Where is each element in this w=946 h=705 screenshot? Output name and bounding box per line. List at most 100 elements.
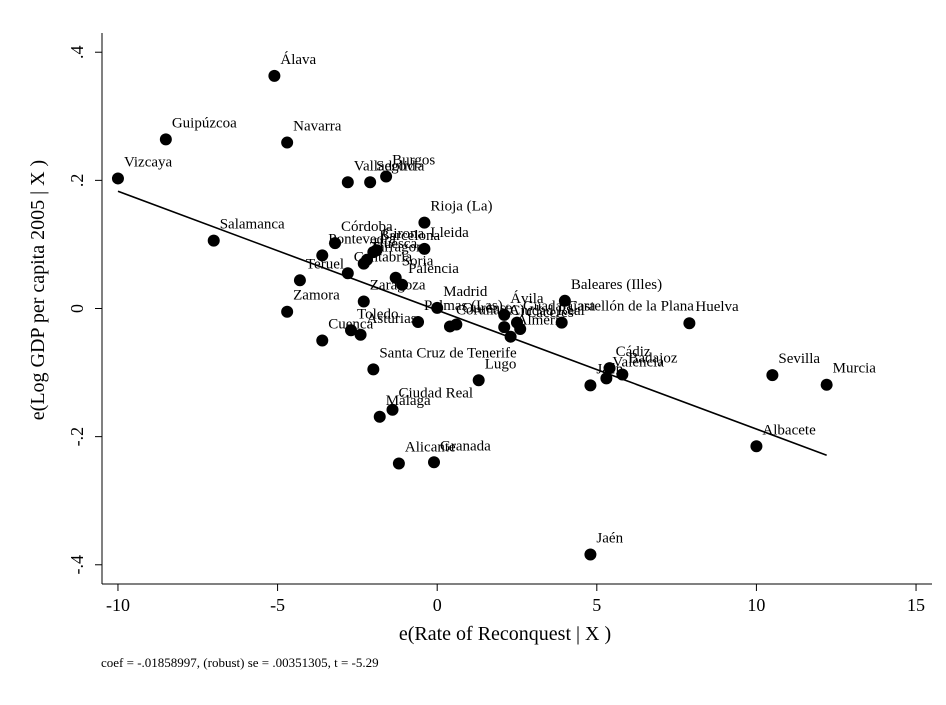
point-label: Murcia <box>833 361 877 377</box>
point-label: Teruel <box>306 256 344 272</box>
point-label: Barcelona <box>379 228 440 244</box>
point-label: Granada <box>440 438 491 454</box>
y-tick-label: .4 <box>67 45 87 59</box>
point-label: Pontevedra <box>328 231 396 247</box>
data-point <box>750 440 763 453</box>
point-label: Salamanca <box>220 217 285 233</box>
data-point <box>281 136 294 149</box>
point-label: Castellón de la Plana <box>568 299 695 315</box>
point-label: Valencia <box>612 354 664 370</box>
point-label: Segovia <box>376 158 425 174</box>
point-label: Palmas (Las) <box>424 298 503 314</box>
point-label: Valladolid <box>354 158 416 174</box>
data-point <box>316 334 329 347</box>
point-label: Madrid <box>443 284 488 300</box>
data-point <box>431 301 444 314</box>
data-point <box>367 363 380 376</box>
point-label: Burgos <box>392 153 435 169</box>
data-point <box>472 374 485 387</box>
fit-line <box>117 190 827 456</box>
data-point <box>555 316 568 329</box>
data-point <box>357 295 370 308</box>
data-point <box>418 216 431 229</box>
data-point <box>111 172 124 185</box>
point-label: Ourense <box>462 301 512 317</box>
point-label: Rioja (La) <box>430 199 492 215</box>
point-label: Málaga <box>386 393 431 409</box>
point-label: Santa Cruz de Tenerife <box>379 345 517 361</box>
data-point <box>766 369 779 382</box>
point-label: Sevilla <box>778 351 820 367</box>
data-point <box>316 249 329 262</box>
data-point <box>207 234 220 247</box>
point-label: Asturias <box>367 311 417 327</box>
y-axis-title: e(Log GDP per capita 2005 | X ) <box>27 160 49 420</box>
point-label: Badajoz <box>628 350 677 366</box>
y-tick-label: -.2 <box>67 427 87 447</box>
point-label: Jaén <box>596 361 623 377</box>
point-label: Guipúzcoa <box>172 115 237 131</box>
data-point <box>364 176 377 189</box>
point-label: Lleida <box>430 225 469 241</box>
data-point <box>281 305 294 318</box>
point-label: Tarragona <box>370 240 431 256</box>
point-label: Alicante <box>405 440 456 456</box>
data-point <box>443 320 456 333</box>
x-axis-title: e(Rate of Reconquest | X ) <box>399 623 611 645</box>
data-point <box>268 69 281 82</box>
data-point <box>354 328 367 341</box>
point-label: Zamora <box>293 288 340 304</box>
point-label: Cantabria <box>354 249 413 265</box>
x-tick-label: 10 <box>747 595 765 615</box>
data-point <box>159 133 172 146</box>
data-point <box>683 317 696 330</box>
point-label: Ciudad Real <box>399 386 474 402</box>
point-label: Ciudad Real <box>510 303 585 319</box>
data-point <box>373 410 386 423</box>
point-label: Baleares (Illes) <box>571 277 662 293</box>
data-point <box>418 242 431 255</box>
regression-note: coef = -.01858997, (robust) se = .003513… <box>101 655 379 670</box>
data-point <box>341 267 354 280</box>
data-point <box>498 308 511 321</box>
point-label: Cádiz <box>616 344 651 360</box>
x-tick-label: 5 <box>592 595 601 615</box>
data-point <box>380 170 393 183</box>
y-tick-label: -.4 <box>67 555 87 575</box>
point-label: Álava <box>280 51 316 68</box>
x-tick-label: -5 <box>270 595 285 615</box>
data-point <box>392 457 405 470</box>
data-point <box>584 379 597 392</box>
point-label: Jaén <box>596 531 623 547</box>
point-label: Cuenca <box>328 317 373 333</box>
x-tick-label: 0 <box>433 595 442 615</box>
fit-line-layer <box>117 190 827 456</box>
data-point <box>360 253 373 266</box>
y-tick-label: 0 <box>67 304 87 313</box>
data-point <box>428 456 440 469</box>
data-point <box>504 330 517 343</box>
data-point <box>514 323 527 336</box>
x-tick-label: -10 <box>106 595 130 615</box>
points-layer <box>111 69 833 561</box>
data-point <box>558 294 571 307</box>
point-label: Lugo <box>485 356 517 372</box>
data-point <box>498 321 511 334</box>
point-label: Girona <box>383 226 425 242</box>
data-point <box>584 548 597 561</box>
data-point <box>603 362 616 375</box>
data-point <box>616 368 629 381</box>
point-label: Navarra <box>293 119 342 135</box>
point-label: Almería <box>517 313 566 329</box>
point-label: Coruña (A) <box>456 302 525 318</box>
point-label: Toledo <box>357 306 398 322</box>
point-label: Guadalajara <box>523 299 596 315</box>
point-label: Palencia <box>408 261 459 277</box>
point-label: Albacete <box>762 422 816 438</box>
point-label: Córdoba <box>341 219 393 235</box>
y-tick-label: .2 <box>67 174 87 188</box>
data-point <box>345 324 357 337</box>
